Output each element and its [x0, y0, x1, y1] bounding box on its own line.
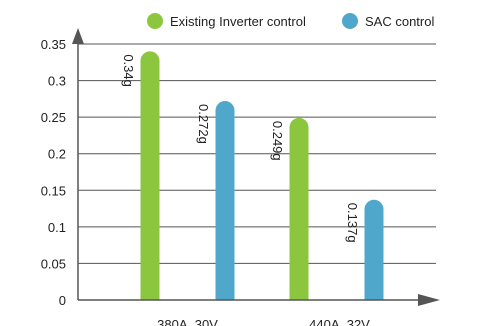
- bar-base: [215, 290, 235, 300]
- legend-label: SAC control: [365, 14, 434, 29]
- data-label: 0.34g: [121, 54, 136, 87]
- y-tick-label: 0: [59, 293, 66, 308]
- y-tick-label: 0.35: [41, 37, 66, 52]
- y-tick-label: 0.05: [41, 256, 66, 271]
- y-tick-label: 0.2: [48, 147, 66, 162]
- gridlines: [78, 43, 436, 264]
- y-tick-label: 0.1: [48, 220, 66, 235]
- y-axis-arrow-icon: [72, 28, 84, 44]
- bar-base: [364, 290, 384, 300]
- data-label: 0.272g: [196, 104, 211, 144]
- x-category-label: 380A, 30V: [157, 317, 218, 326]
- data-label: 0.249g: [270, 121, 285, 161]
- category-labels: 380A, 30V 440A, 32V: [157, 317, 370, 326]
- bar-existing-inverter-2: [289, 117, 309, 301]
- bar-base: [289, 290, 309, 300]
- y-tick-label: 0.15: [41, 183, 66, 198]
- legend: Existing Inverter control SAC control: [147, 13, 434, 29]
- legend-swatch: [147, 13, 163, 29]
- y-tick-label: 0.3: [48, 74, 66, 89]
- bar-sac-1: [215, 101, 235, 301]
- data-labels: 0.34g 0.249g 0.272g 0.137g: [121, 54, 360, 242]
- x-category-label: 440A, 32V: [309, 317, 370, 326]
- bars: [140, 51, 384, 301]
- bar-sac-2: [364, 199, 384, 301]
- bar-existing-inverter-1: [140, 51, 160, 301]
- bar-base: [140, 290, 160, 300]
- x-axis-arrow-icon: [418, 294, 440, 306]
- axes: [72, 28, 440, 306]
- y-axis-ticks: 0 0.05 0.1 0.15 0.2 0.25 0.3 0.35: [41, 37, 66, 308]
- data-label: 0.137g: [345, 203, 360, 243]
- y-tick-label: 0.25: [41, 110, 66, 125]
- legend-swatch: [342, 13, 358, 29]
- legend-label: Existing Inverter control: [170, 14, 306, 29]
